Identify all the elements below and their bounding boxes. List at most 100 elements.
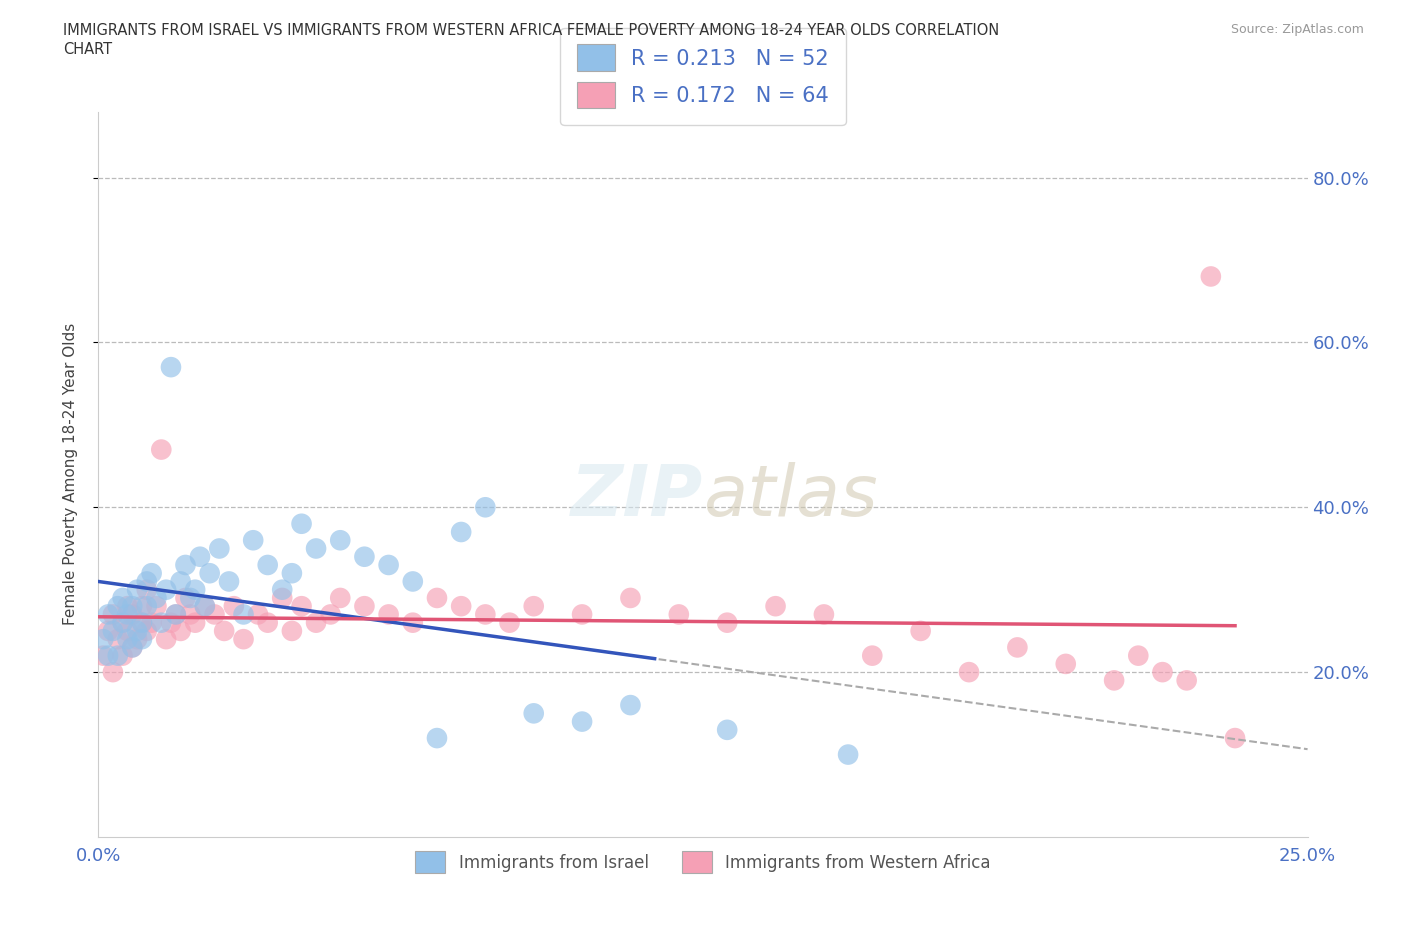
Point bbox=[1175, 673, 1198, 688]
Point bbox=[329, 591, 352, 605]
Point bbox=[281, 565, 304, 580]
Point bbox=[474, 499, 496, 514]
Point bbox=[290, 599, 312, 614]
Point bbox=[765, 599, 787, 614]
Point bbox=[377, 607, 399, 622]
Point bbox=[117, 631, 139, 646]
Point bbox=[155, 582, 177, 597]
Point bbox=[1007, 640, 1029, 655]
Point bbox=[101, 665, 124, 680]
Point bbox=[232, 631, 254, 646]
Point bbox=[97, 607, 120, 622]
Point bbox=[145, 591, 167, 605]
Point bbox=[188, 550, 211, 565]
Point bbox=[131, 616, 153, 631]
Point bbox=[111, 616, 134, 631]
Point bbox=[111, 591, 134, 605]
Point bbox=[117, 607, 139, 622]
Point bbox=[101, 607, 124, 622]
Point bbox=[290, 516, 312, 531]
Point bbox=[107, 648, 129, 663]
Point bbox=[271, 591, 294, 605]
Point bbox=[101, 623, 124, 638]
Point bbox=[127, 623, 149, 638]
Legend: Immigrants from Israel, Immigrants from Western Africa: Immigrants from Israel, Immigrants from … bbox=[409, 844, 997, 880]
Point bbox=[571, 714, 593, 729]
Point bbox=[131, 616, 153, 631]
Point bbox=[135, 582, 157, 597]
Point bbox=[329, 533, 352, 548]
Point bbox=[353, 550, 375, 565]
Point bbox=[194, 599, 217, 614]
Point bbox=[232, 607, 254, 622]
Point bbox=[121, 640, 143, 655]
Point bbox=[111, 648, 134, 663]
Point bbox=[271, 582, 294, 597]
Point bbox=[1128, 648, 1150, 663]
Text: atlas: atlas bbox=[703, 461, 877, 530]
Point bbox=[837, 747, 859, 762]
Point bbox=[619, 698, 641, 712]
Point bbox=[208, 541, 231, 556]
Point bbox=[402, 574, 425, 589]
Point bbox=[160, 616, 183, 631]
Text: IMMIGRANTS FROM ISRAEL VS IMMIGRANTS FROM WESTERN AFRICA FEMALE POVERTY AMONG 18: IMMIGRANTS FROM ISRAEL VS IMMIGRANTS FRO… bbox=[63, 23, 1000, 38]
Point bbox=[402, 616, 425, 631]
Point bbox=[145, 599, 167, 614]
Point bbox=[117, 599, 139, 614]
Point bbox=[97, 623, 120, 638]
Point bbox=[111, 616, 134, 631]
Point bbox=[174, 591, 197, 605]
Point bbox=[256, 616, 278, 631]
Point bbox=[127, 631, 149, 646]
Point bbox=[305, 541, 328, 556]
Point bbox=[377, 557, 399, 572]
Point bbox=[523, 599, 546, 614]
Point bbox=[212, 623, 235, 638]
Point bbox=[523, 706, 546, 721]
Point bbox=[305, 616, 328, 631]
Point bbox=[169, 574, 191, 589]
Point bbox=[121, 599, 143, 614]
Text: ZIP: ZIP bbox=[571, 461, 703, 530]
Point bbox=[716, 723, 738, 737]
Point bbox=[127, 582, 149, 597]
Point bbox=[1223, 731, 1246, 746]
Point bbox=[1199, 269, 1222, 284]
Point bbox=[281, 623, 304, 638]
Point bbox=[135, 623, 157, 638]
Point bbox=[117, 623, 139, 638]
Point bbox=[668, 607, 690, 622]
Point bbox=[121, 607, 143, 622]
Point bbox=[426, 731, 449, 746]
Point bbox=[319, 607, 342, 622]
Point bbox=[426, 591, 449, 605]
Text: CHART: CHART bbox=[63, 42, 112, 57]
Point bbox=[619, 591, 641, 605]
Point bbox=[910, 623, 932, 638]
Point bbox=[179, 591, 201, 605]
Point bbox=[107, 599, 129, 614]
Point bbox=[174, 557, 197, 572]
Point bbox=[179, 607, 201, 622]
Text: Source: ZipAtlas.com: Source: ZipAtlas.com bbox=[1230, 23, 1364, 36]
Point bbox=[1054, 657, 1077, 671]
Point bbox=[91, 648, 114, 663]
Point bbox=[1152, 665, 1174, 680]
Point bbox=[194, 599, 217, 614]
Point bbox=[97, 648, 120, 663]
Point bbox=[860, 648, 883, 663]
Point bbox=[150, 442, 173, 457]
Point bbox=[1102, 673, 1125, 688]
Point bbox=[204, 607, 226, 622]
Point bbox=[571, 607, 593, 622]
Point bbox=[498, 616, 520, 631]
Point bbox=[222, 599, 245, 614]
Point bbox=[198, 565, 221, 580]
Point bbox=[155, 631, 177, 646]
Point bbox=[121, 640, 143, 655]
Y-axis label: Female Poverty Among 18-24 Year Olds: Female Poverty Among 18-24 Year Olds bbox=[63, 324, 77, 626]
Point bbox=[107, 631, 129, 646]
Point bbox=[131, 631, 153, 646]
Point bbox=[256, 557, 278, 572]
